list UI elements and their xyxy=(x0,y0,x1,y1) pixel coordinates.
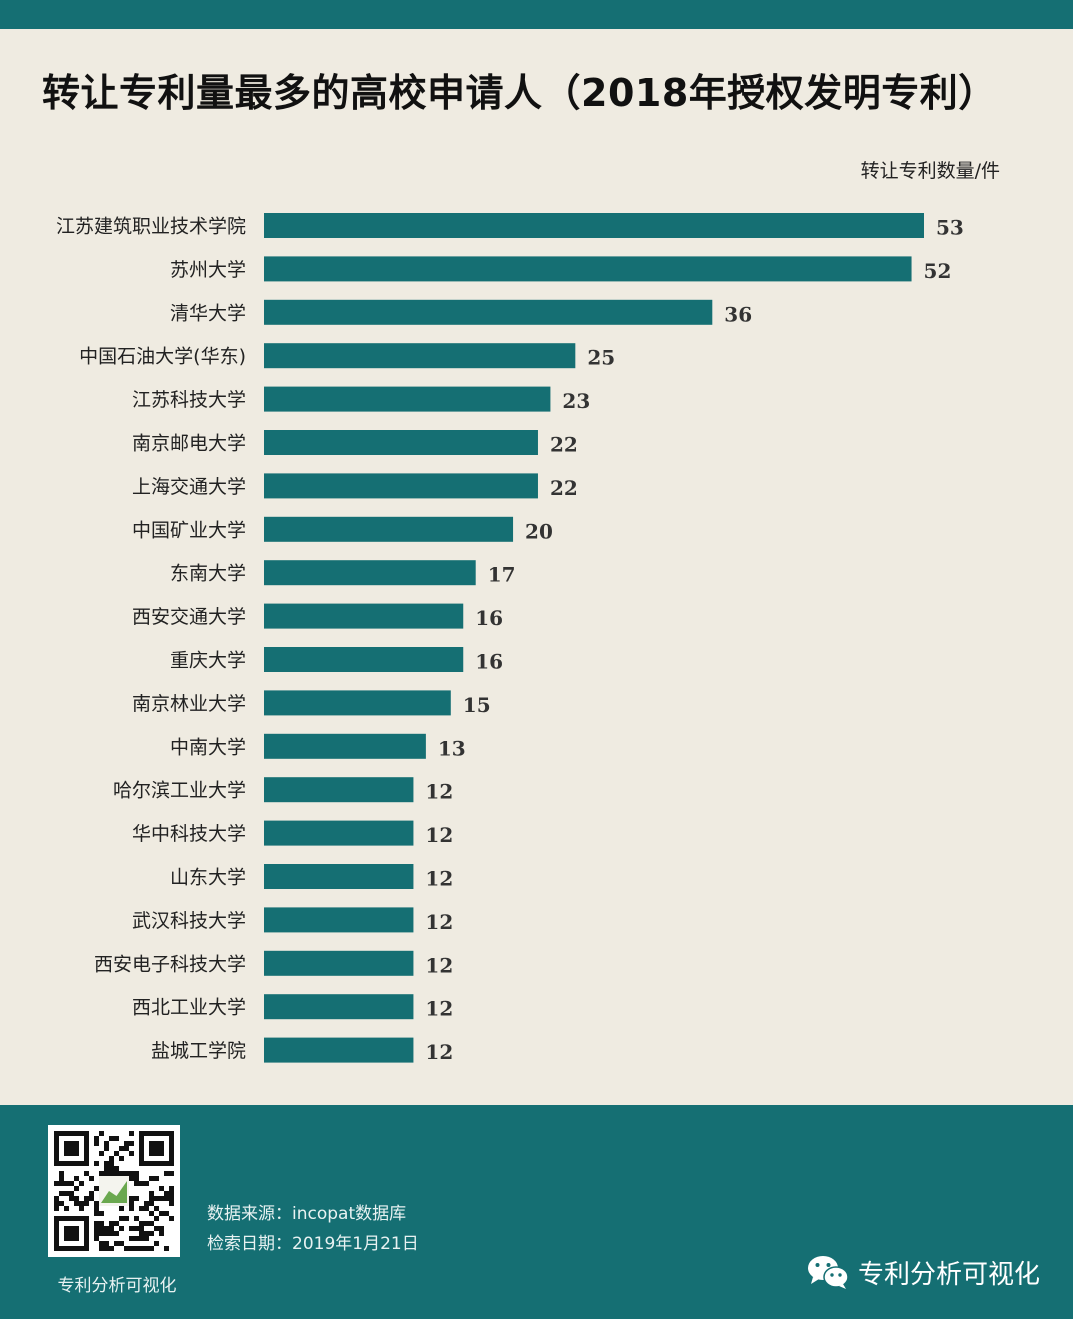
bar xyxy=(264,950,414,976)
qr-code xyxy=(48,1125,180,1257)
bar xyxy=(264,299,713,325)
value-label: 20 xyxy=(525,519,553,543)
value-label: 22 xyxy=(550,433,578,457)
category-label: 西北工业大学 xyxy=(132,997,246,1019)
qr-code-icon xyxy=(54,1131,174,1251)
value-label: 17 xyxy=(488,563,516,587)
category-label: 苏州大学 xyxy=(170,259,246,281)
top-band xyxy=(0,0,1073,29)
category-label: 中国石油大学(华东) xyxy=(79,346,246,368)
category-label: 西安电子科技大学 xyxy=(94,953,246,975)
category-label: 盐城工学院 xyxy=(151,1040,246,1062)
value-label: 13 xyxy=(438,736,466,760)
bar xyxy=(264,1037,414,1063)
category-label: 江苏科技大学 xyxy=(132,389,246,411)
category-label: 中南大学 xyxy=(170,736,246,758)
value-label: 15 xyxy=(463,693,491,717)
value-label: 12 xyxy=(425,867,453,891)
bar xyxy=(264,213,924,238)
bar xyxy=(264,560,476,586)
category-label: 华中科技大学 xyxy=(132,823,246,845)
value-label: 12 xyxy=(425,953,453,977)
bar xyxy=(264,603,464,629)
retrieval-date: 检索日期：2019年1月21日 xyxy=(207,1234,419,1254)
bar xyxy=(264,820,414,846)
bar xyxy=(264,473,538,499)
value-label: 16 xyxy=(475,606,503,630)
page-title: 转让专利量最多的高校申请人（2018年授权发明专利） xyxy=(42,71,997,115)
value-label: 12 xyxy=(425,823,453,847)
value-label: 36 xyxy=(724,302,752,326)
category-label: 哈尔滨工业大学 xyxy=(113,780,246,802)
value-label: 53 xyxy=(936,216,964,240)
brand: 专利分析可视化 xyxy=(806,1252,1040,1292)
value-label: 16 xyxy=(475,650,503,674)
value-label: 52 xyxy=(924,259,952,283)
bar xyxy=(264,516,514,542)
bar xyxy=(264,690,451,716)
value-label: 12 xyxy=(425,910,453,934)
category-label: 山东大学 xyxy=(170,867,246,889)
bar xyxy=(264,647,464,672)
bar xyxy=(264,386,551,412)
category-label: 东南大学 xyxy=(170,563,246,585)
category-label: 清华大学 xyxy=(170,302,246,324)
bar xyxy=(264,864,414,889)
value-label: 12 xyxy=(425,780,453,804)
value-label: 12 xyxy=(425,997,453,1021)
axis-unit-label: 转让专利数量/件 xyxy=(860,160,1000,182)
category-label: 武汉科技大学 xyxy=(132,910,246,932)
category-label: 南京邮电大学 xyxy=(132,433,246,455)
bar xyxy=(264,430,538,455)
category-label: 重庆大学 xyxy=(170,650,246,672)
category-label: 中国矿业大学 xyxy=(132,519,246,541)
wechat-icon xyxy=(808,1256,849,1289)
bar xyxy=(264,733,426,759)
value-label: 23 xyxy=(562,389,590,413)
category-label: 上海交通大学 xyxy=(132,476,246,498)
bar xyxy=(264,907,414,933)
brand-name: 专利分析可视化 xyxy=(858,1259,1041,1290)
category-label: 南京林业大学 xyxy=(132,693,246,715)
bar xyxy=(264,994,414,1020)
value-label: 12 xyxy=(425,1040,453,1064)
bar-chart: 江苏建筑职业技术学院 53 苏州大学 52 清华大学 36 中国石油大学(华东) 25 江苏科技… xyxy=(56,213,964,1064)
value-label: 22 xyxy=(550,476,578,500)
footer: 专利分析可视化 数据来源：incopat数据库 检索日期：2019年1月21日 … xyxy=(0,1105,1073,1319)
value-label: 25 xyxy=(587,346,615,370)
bar xyxy=(264,256,912,282)
data-source: 数据来源：incopat数据库 xyxy=(207,1204,407,1224)
category-label: 西安交通大学 xyxy=(132,606,246,628)
category-label: 江苏建筑职业技术学院 xyxy=(56,216,246,238)
qr-caption: 专利分析可视化 xyxy=(57,1276,177,1296)
bar xyxy=(264,343,576,369)
bar xyxy=(264,777,414,803)
